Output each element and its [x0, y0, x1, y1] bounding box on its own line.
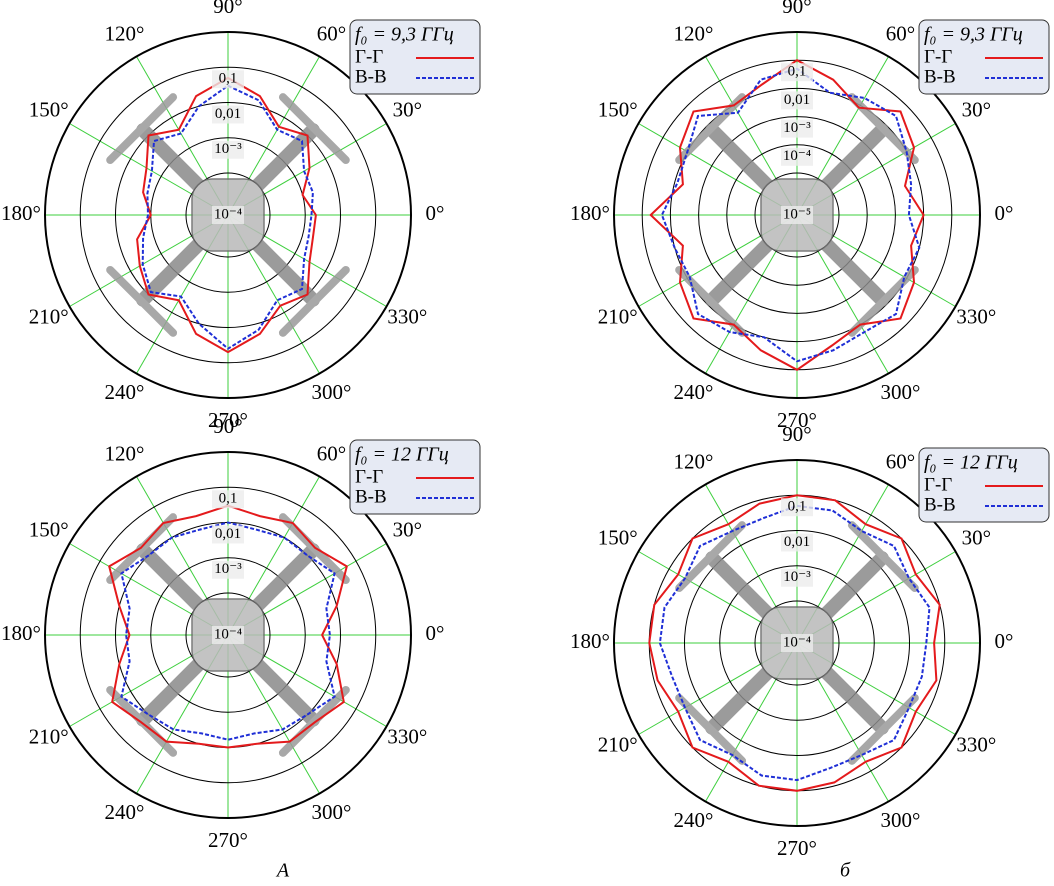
- angle-tick-label: 90°: [213, 0, 242, 18]
- ring-tick-label: 0,01: [215, 526, 241, 542]
- legend-title: f₀ = 9,3 ГГц: [355, 24, 454, 46]
- legend-label: Г-Г: [924, 46, 952, 67]
- ring-tick-label: 0,01: [215, 106, 241, 122]
- angle-tick-label: 330°: [387, 724, 427, 748]
- legend-label: В-В: [355, 66, 387, 87]
- angle-tick-label: 180°: [570, 201, 610, 225]
- angle-tick-label: 330°: [956, 304, 996, 328]
- angle-tick-label: 330°: [956, 732, 996, 756]
- angle-tick-label: 60°: [317, 442, 346, 466]
- angle-tick-label: 180°: [1, 621, 41, 645]
- ring-tick-label: 10⁻⁴: [214, 626, 242, 642]
- angle-tick-label: 300°: [312, 380, 352, 404]
- ring-tick-label: 10⁻³: [214, 141, 242, 157]
- angle-tick-label: 150°: [29, 517, 69, 541]
- angle-tick-label: 150°: [598, 525, 638, 549]
- angle-tick-label: 30°: [962, 97, 991, 121]
- angle-tick-label: 60°: [886, 450, 915, 474]
- legend-title: f₀ = 12 ГГц: [355, 444, 449, 466]
- angle-tick-label: 0°: [426, 201, 445, 225]
- angle-tick-label: 300°: [881, 380, 921, 404]
- ring-tick-label: 0,01: [784, 534, 810, 550]
- angle-tick-label: 120°: [674, 450, 714, 474]
- ring-tick-label: 0,1: [219, 71, 238, 87]
- angle-tick-label: 90°: [782, 0, 811, 18]
- angle-tick-label: 240°: [105, 380, 145, 404]
- figure: А б 0° 30° 60° 90° 120° 150° 180° 210° 240° 270° 3…: [0, 0, 1054, 886]
- ring-tick-label: 0,1: [219, 491, 238, 507]
- angle-tick-label: 90°: [213, 414, 242, 438]
- angle-tick-label: 30°: [393, 517, 422, 541]
- angle-tick-label: 240°: [105, 800, 145, 824]
- ring-tick-label: 0,1: [788, 499, 807, 515]
- angle-tick-label: 240°: [674, 380, 714, 404]
- angle-tick-label: 210°: [29, 304, 69, 328]
- ring-tick-label: 0,1: [788, 64, 807, 80]
- angle-tick-label: 30°: [393, 97, 422, 121]
- legend-label: В-В: [924, 494, 956, 515]
- angle-tick-label: 120°: [105, 442, 145, 466]
- legend-label: В-В: [355, 486, 387, 507]
- ring-tick-label: 10⁻⁴: [214, 206, 242, 222]
- polar-chart: 0° 30° 60° 90° 120° 150° 180° 210° 240° 270° 300° 3…: [1, 414, 480, 852]
- angle-tick-label: 270°: [777, 836, 817, 860]
- angle-tick-label: 180°: [570, 629, 610, 653]
- angle-tick-label: 0°: [995, 201, 1014, 225]
- polar-chart: 0° 30° 60° 90° 120° 150° 180° 210° 240° 270° 300° 3…: [570, 422, 1049, 860]
- ring-tick-label: 10⁻³: [214, 561, 242, 577]
- ring-tick-label: 10⁻³: [783, 569, 811, 585]
- ring-tick-label: 10⁻³: [783, 120, 811, 136]
- caption: А: [275, 860, 290, 882]
- angle-tick-label: 120°: [105, 22, 145, 46]
- angle-tick-label: 210°: [29, 724, 69, 748]
- legend-label: Г-Г: [355, 466, 383, 487]
- polar-chart: 0°30°60°90°120°150°180°210°240°270°300°3…: [570, 0, 1049, 432]
- angle-tick-label: 30°: [962, 525, 991, 549]
- ring-tick-label: 0,01: [784, 92, 810, 108]
- angle-tick-label: 330°: [387, 304, 427, 328]
- angle-tick-label: 180°: [1, 201, 41, 225]
- legend-label: Г-Г: [355, 46, 383, 67]
- angle-tick-label: 0°: [995, 629, 1014, 653]
- angle-tick-label: 60°: [886, 22, 915, 46]
- legend-title: f₀ = 12 ГГц: [924, 452, 1018, 474]
- angle-tick-label: 210°: [598, 304, 638, 328]
- angle-tick-label: 300°: [312, 800, 352, 824]
- angle-tick-label: 300°: [881, 808, 921, 832]
- angle-tick-label: 240°: [674, 808, 714, 832]
- angle-tick-label: 150°: [598, 97, 638, 121]
- legend-title: f₀ = 9,3 ГГц: [924, 24, 1023, 46]
- ring-tick-label: 10⁻⁵: [783, 206, 811, 222]
- angle-tick-label: 120°: [674, 22, 714, 46]
- legend-label: Г-Г: [924, 474, 952, 495]
- angle-tick-label: 150°: [29, 97, 69, 121]
- angle-tick-label: 0°: [426, 621, 445, 645]
- ring-tick-label: 10⁻⁴: [783, 634, 811, 650]
- caption: б: [840, 860, 851, 882]
- legend-label: В-В: [924, 66, 956, 87]
- polar-chart: 0°30°60°90°120°150°180°210°240°270°300°3…: [1, 0, 480, 432]
- angle-tick-label: 210°: [598, 732, 638, 756]
- angle-tick-label: 270°: [208, 828, 248, 852]
- angle-tick-label: 60°: [317, 22, 346, 46]
- ring-tick-label: 10⁻⁴: [783, 148, 811, 164]
- angle-tick-label: 90°: [782, 422, 811, 446]
